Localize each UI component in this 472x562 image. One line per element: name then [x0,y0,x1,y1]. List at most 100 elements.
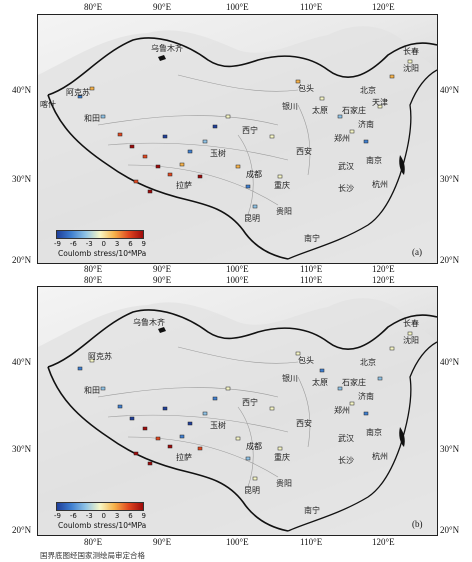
top-lon-label: 100°E [226,2,249,12]
right-lat-label: 20°N [440,255,460,265]
right-lat-label: 30°N [440,174,460,184]
city-label: 喀什 [40,100,56,109]
colorbar-tick: 3 [114,240,120,248]
left-lat-label: 20°N [12,255,32,265]
city-label: 杭州 [372,180,388,189]
city-label: 玉树 [210,149,226,158]
city-label: 重庆 [274,181,290,190]
city-label: 石家庄 [342,378,366,387]
bottom-lon-label: 110°E [300,537,323,547]
bottom-lon-label: 90°E [153,537,172,547]
map-area: 乌鲁木齐 阿克苏 喀什 和田 拉萨 玉树 成都 重庆 贵阳 昆明 南宁 西安 武… [37,14,438,264]
city-label: 西安 [296,419,312,428]
city-label: 长沙 [338,184,354,193]
colorbar-tick: 9 [141,240,146,248]
bottom-lon-label: 90°E [153,264,172,274]
colorbar-label: Coulomb stress/10⁴MPa [58,521,147,530]
city-label: 贵阳 [276,207,292,216]
city-label: 杭州 [372,452,388,461]
colorbar-tick: -6 [69,512,77,520]
city-label: 武汉 [338,434,354,443]
city-label: 阿克苏 [88,352,112,361]
city-label: 南京 [366,428,382,437]
city-label: 郑州 [334,134,350,143]
colorbar [56,230,144,239]
bottom-lon-label: 110°E [300,264,323,274]
right-lat-label: 20°N [440,525,460,535]
right-lat-label: 40°N [440,357,460,367]
colorbar-tick: -9 [54,512,61,520]
city-label: 玉树 [210,421,226,430]
colorbar-tick: 0 [101,240,106,248]
city-label: 郑州 [334,406,350,415]
left-lat-label: 30°N [12,174,32,184]
top-lon-label: 80°E [84,2,103,12]
city-label: 北京 [360,358,376,367]
colorbar-tick: 6 [128,512,133,520]
colorbar-tick: 3 [114,512,120,520]
panel-label: (a) [412,247,422,257]
city-label: 乌鲁木齐 [133,318,165,327]
colorbar-tick: -6 [69,240,77,248]
left-lat-label: 40°N [12,85,32,95]
bottom-lon-label: 120°E [372,264,395,274]
colorbar [56,502,144,511]
city-label: 包头 [298,84,314,93]
city-label: 武汉 [338,162,354,171]
city-label: 太原 [312,378,328,387]
right-lat-label: 40°N [440,85,460,95]
top-lon-label: 90°E [153,2,172,12]
top-lon-label: 120°E [372,2,395,12]
city-label: 长春 [403,319,419,328]
city-label: 西宁 [242,126,258,135]
top-lon-label: 120°E [372,275,395,285]
map-area: 乌鲁木齐 阿克苏 和田 拉萨 玉树 成都 重庆 贵阳 昆明 南宁 西安 武汉 长… [37,286,438,536]
bottom-lon-label: 100°E [226,537,249,547]
city-label: 和田 [84,114,100,123]
bottom-lon-label: 120°E [372,537,395,547]
left-lat-label: 40°N [12,357,32,367]
city-label: 长沙 [338,456,354,465]
map-approval-note: 国界底图经国家测绘局审定合格 [40,551,145,560]
city-label: 银川 [282,374,298,383]
city-label: 济南 [358,392,374,401]
top-lon-label: 110°E [300,275,323,285]
city-label: 成都 [246,170,262,179]
city-label: 拉萨 [176,181,192,190]
city-label: 乌鲁木齐 [151,44,183,53]
top-lon-label: 110°E [300,2,323,12]
city-label: 阿克苏 [66,88,90,97]
top-lon-label: 90°E [153,275,172,285]
map-panel-a: 80°E 90°E 100°E 110°E 120°E [0,0,472,274]
city-label: 北京 [360,86,376,95]
colorbar-tick: -3 [85,512,93,520]
left-lat-label: 20°N [12,525,32,535]
city-label: 石家庄 [342,106,366,115]
left-lat-label: 30°N [12,444,32,454]
city-label: 沈阳 [403,336,419,345]
top-lon-label: 80°E [84,275,103,285]
city-label: 沈阳 [403,64,419,73]
bottom-lon-label: 80°E [84,537,103,547]
bottom-lon-label: 100°E [226,264,249,274]
city-label: 天津 [372,98,388,107]
city-label: 成都 [246,442,262,451]
city-label: 包头 [298,356,314,365]
colorbar-tick: 6 [128,240,133,248]
city-label: 南宁 [304,506,320,515]
city-label: 南京 [366,156,382,165]
top-lon-label: 100°E [226,275,249,285]
city-label: 济南 [358,120,374,129]
city-label: 拉萨 [176,453,192,462]
china-map-svg [38,298,437,535]
city-label: 长春 [403,47,419,56]
colorbar-ticks: -9 -6 -3 0 3 6 9 [54,512,146,520]
panel-label: (b) [412,519,423,529]
city-label: 昆明 [244,486,260,495]
city-label: 昆明 [244,214,260,223]
city-label: 西宁 [242,398,258,407]
city-label: 银川 [282,102,298,111]
city-label: 重庆 [274,453,290,462]
city-label: 和田 [84,386,100,395]
right-lat-label: 30°N [440,444,460,454]
